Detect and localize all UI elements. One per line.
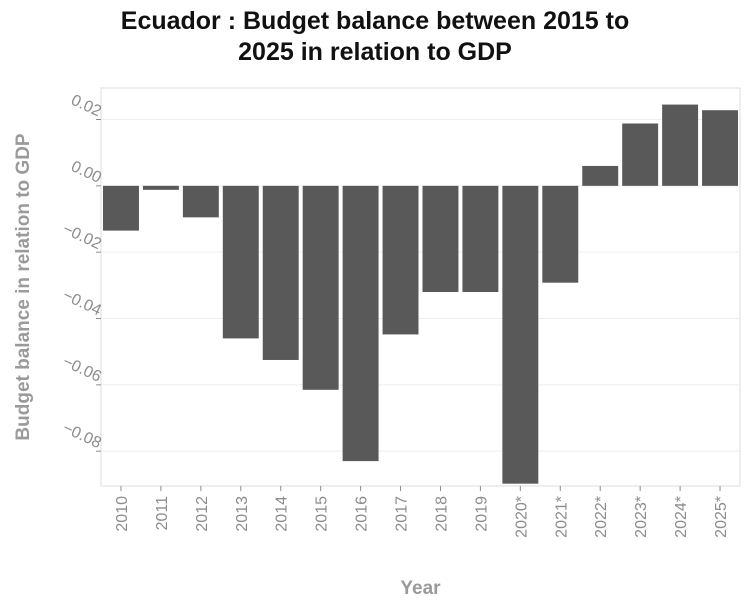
x-tick-label: 2016	[354, 496, 371, 532]
bar-2020-est	[502, 185, 539, 484]
chart-title-line-2: 2025 in relation to GDP	[238, 38, 512, 66]
y-tick-label: 0.02	[68, 92, 103, 121]
y-tick-label: −0.06	[60, 353, 104, 386]
x-tick-label: 2024*	[673, 496, 690, 538]
bar-2023-est	[622, 123, 659, 186]
bar-2019	[462, 185, 499, 292]
bar-2012	[182, 185, 219, 218]
x-tick-label: 2010	[114, 496, 131, 532]
x-tick-label: 2012	[194, 496, 211, 532]
x-tick-label: 2014	[274, 496, 291, 532]
x-tick-label: 2011	[154, 496, 171, 531]
bar-2013	[222, 185, 259, 339]
bar-2011	[142, 185, 179, 190]
y-axis-title: Budget balance in relation to GDP	[13, 133, 34, 441]
x-tick-label: 2023*	[633, 496, 650, 538]
x-tick-label: 2022*	[593, 496, 610, 538]
bar-2018	[422, 185, 459, 292]
bar-2024-est	[662, 104, 699, 186]
chart-title: Ecuador : Budget balance between 2015 to…	[0, 6, 750, 68]
x-tick-label: 2019	[473, 496, 490, 532]
x-tick-label: 2025*	[713, 496, 730, 538]
bar-2022-est	[582, 165, 619, 186]
bar-2015	[302, 185, 339, 390]
y-tick-label: −0.02	[60, 221, 104, 254]
x-tick-label: 2015	[314, 496, 331, 532]
y-tick-label: −0.04	[60, 287, 104, 320]
bars	[102, 104, 739, 484]
chart-title-line-1: Ecuador : Budget balance between 2015 to	[120, 7, 630, 35]
bar-2021-est	[542, 185, 579, 283]
bar-2017	[382, 185, 419, 335]
x-tick-label: 2017	[394, 496, 411, 532]
x-axis: 2010 2011 2012 2013 2014 2015 2016 2017 2018 2019…	[114, 486, 730, 538]
y-axis: 0.02 0.00 −0.02 −0.04 −0.06 −0.08	[60, 92, 104, 452]
y-tick-label: −0.08	[60, 420, 104, 453]
x-tick-label: 2013	[234, 496, 251, 532]
bar-2025-est	[702, 110, 739, 186]
x-tick-label: 2020*	[513, 496, 530, 538]
bar-2010	[102, 185, 139, 231]
bar-2016	[342, 185, 379, 462]
x-tick-label: 2021*	[553, 496, 570, 538]
x-axis-title: Year	[400, 578, 441, 599]
y-tick-label: 0.00	[68, 158, 103, 187]
bar-2014	[262, 185, 299, 360]
gridlines	[101, 119, 740, 452]
x-tick-label: 2018	[433, 496, 450, 532]
